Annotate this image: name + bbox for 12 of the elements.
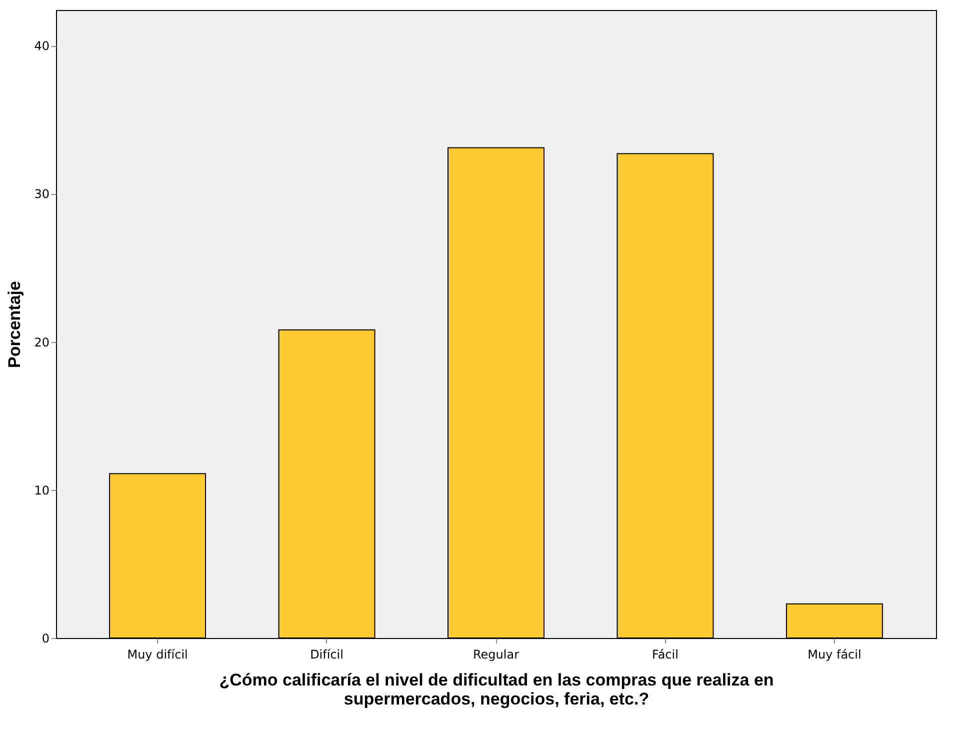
x-tick-label: Muy fácil (808, 648, 862, 662)
y-axis-title: Porcentaje (5, 281, 24, 368)
y-tick-label: 20 (34, 335, 50, 350)
y-tick-label: 10 (34, 483, 50, 498)
y-tick-label: 0 (42, 632, 50, 646)
x-tick-label: Regular (472, 648, 520, 662)
y-tick-label: 30 (34, 187, 50, 202)
x-axis-title: ¿Cómo calificaría el nivel de dificultad en las compras que realiza en supermercados, negocios, feria, etc.? (219, 670, 774, 708)
y-tick-label: 40 (34, 39, 50, 54)
x-tick-label: Fácil (652, 648, 678, 662)
x-tick-label: Muy difícil (127, 648, 188, 662)
x-tick-label: Difícil (310, 648, 344, 662)
